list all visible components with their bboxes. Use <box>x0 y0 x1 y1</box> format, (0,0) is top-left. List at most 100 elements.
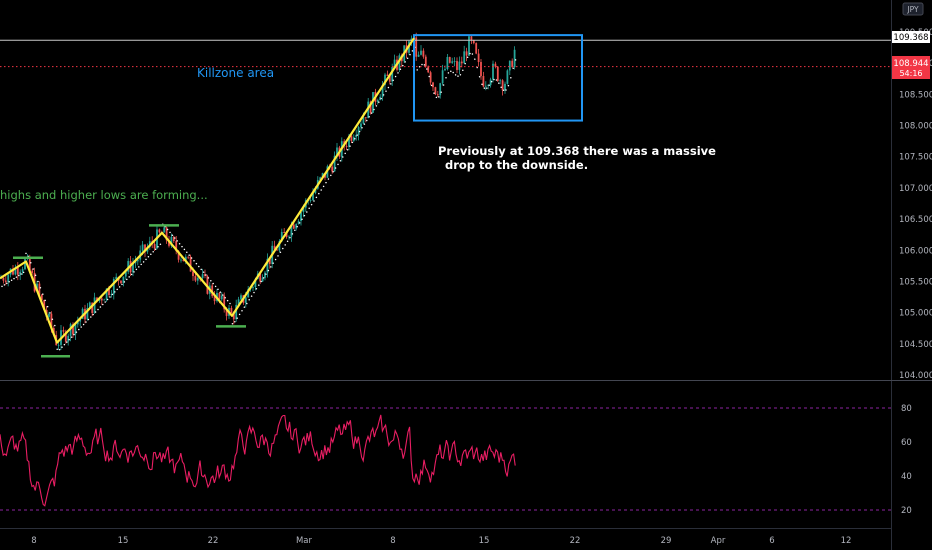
candle-body <box>345 146 348 147</box>
oscillator-line[interactable] <box>0 414 516 507</box>
price-tick-label: 108.000 <box>899 122 932 132</box>
candle-body <box>511 60 514 68</box>
currency-tag-box[interactable] <box>902 2 924 16</box>
candle-body <box>439 83 442 96</box>
candle-body <box>398 55 401 70</box>
stop-dot <box>106 298 109 301</box>
candle-body <box>127 261 130 272</box>
stop-dot <box>270 266 272 268</box>
candle-body <box>194 276 197 281</box>
stop-dot <box>493 78 495 81</box>
candle-body <box>7 274 10 282</box>
stop-dot <box>126 278 128 281</box>
stop-dot <box>315 196 318 199</box>
candle-body <box>88 302 91 308</box>
stop-dot <box>332 170 334 173</box>
candle-body <box>93 297 96 314</box>
stop-dot <box>226 299 229 302</box>
current-price-text: 108.944 <box>893 59 928 69</box>
killzone-rectangle[interactable] <box>413 34 583 122</box>
stop-dot <box>382 94 385 96</box>
stop-dot <box>37 280 39 283</box>
currency-tag[interactable]: JPY <box>906 5 919 14</box>
time-axis[interactable]: 8 15 22 Mar 8 15 22 29 Apr 6 12 <box>31 536 851 546</box>
candle-body <box>261 277 264 282</box>
trend-label[interactable]: highs and higher lows are forming... <box>0 188 208 202</box>
candle-body <box>120 280 122 283</box>
candle-body <box>110 294 113 296</box>
candle-body <box>254 278 257 288</box>
stop-dot <box>3 284 6 286</box>
candle-body <box>415 37 418 57</box>
candle-body <box>480 62 482 77</box>
stop-dot <box>277 255 279 257</box>
candle-body <box>144 244 146 252</box>
level-price-badge <box>892 31 930 43</box>
candle-body <box>506 70 509 84</box>
stop-dot <box>375 105 378 107</box>
oscillator-tick-label: 40 <box>901 472 912 482</box>
stop-dot <box>325 181 327 184</box>
candle-body <box>184 256 187 262</box>
candle-body <box>355 135 358 138</box>
stop-dot <box>339 159 342 162</box>
stop-dot <box>399 68 402 70</box>
candle-body <box>376 100 379 102</box>
candle-body <box>434 87 437 95</box>
candle-body <box>81 308 84 319</box>
stop-dot <box>262 277 265 279</box>
stop-dot <box>488 84 490 86</box>
stop-dot <box>85 321 87 323</box>
candle-body <box>460 61 463 64</box>
stop-dot <box>46 305 49 308</box>
stop-dot <box>236 317 238 319</box>
stop-dot <box>193 260 195 262</box>
stop-dot <box>10 279 13 281</box>
candle-body <box>158 229 161 233</box>
stop-dot <box>217 288 219 290</box>
stop-dot <box>397 72 399 74</box>
stop-dot <box>154 248 157 251</box>
stop-dot <box>205 274 207 276</box>
stop-dot <box>500 86 502 89</box>
candle-body <box>432 82 434 88</box>
zigzag-trend-line[interactable] <box>0 37 415 344</box>
candle-body <box>69 324 72 336</box>
stop-dot <box>92 313 94 316</box>
candle-body <box>292 224 295 229</box>
price-tick-label: 104.000 <box>899 371 932 381</box>
stop-dot <box>42 293 44 295</box>
stop-dot <box>452 71 454 74</box>
stop-dot <box>490 80 493 83</box>
stop-dot <box>183 248 186 251</box>
level-price-text: 109.368 <box>893 33 928 43</box>
oscillator-tick-label: 80 <box>901 404 912 414</box>
price-tick-label: 106.500 <box>899 215 932 225</box>
stop-dot <box>140 263 142 266</box>
note-line-2[interactable]: drop to the downside. <box>445 158 588 172</box>
note-line-1[interactable]: Previously at 109.368 there was a massiv… <box>438 144 716 158</box>
stop-dot <box>8 281 10 283</box>
candle-body <box>141 244 144 251</box>
candle-body <box>448 57 451 63</box>
stop-dot <box>66 341 68 343</box>
killzone-label[interactable]: Killzone area <box>197 66 274 80</box>
time-tick-label: 6 <box>769 536 774 546</box>
stop-dot <box>505 89 507 91</box>
stop-dot <box>457 75 459 77</box>
candle-body <box>14 267 17 275</box>
candle-body <box>504 83 506 91</box>
stop-dot <box>166 228 169 231</box>
stop-dot <box>70 336 73 338</box>
stop-dot <box>39 287 42 289</box>
candle-body <box>64 331 67 342</box>
oscillator-axis[interactable]: 80 60 40 20 <box>901 404 912 516</box>
stop-dot <box>483 87 486 89</box>
candle-body <box>357 127 360 136</box>
stop-dot <box>58 348 61 351</box>
time-tick-label: 8 <box>390 536 395 546</box>
countdown-text: 54:16 <box>899 69 922 78</box>
candle-body <box>300 212 302 221</box>
